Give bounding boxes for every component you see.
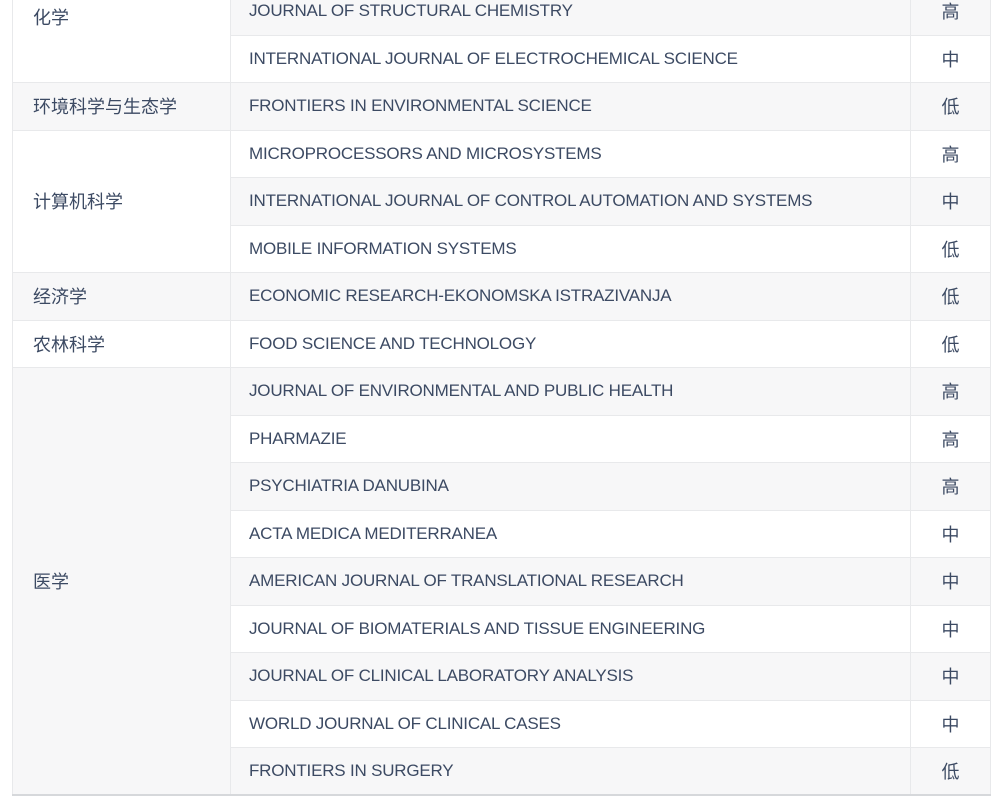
table-row: JOURNAL OF BIOMATERIALS AND TISSUE ENGIN… [13,604,991,653]
risk-level-cell: 低 [910,747,991,796]
risk-level-cell: 低 [910,82,991,131]
category-cell: 化学 [12,0,231,83]
risk-level-cell: 高 [910,462,991,511]
journal-name-cell: AMERICAN JOURNAL OF TRANSLATIONAL RESEAR… [230,557,911,606]
journal-name-cell: INTERNATIONAL JOURNAL OF ELECTROCHEMICAL… [230,34,911,83]
journal-name-cell: JOURNAL OF BIOMATERIALS AND TISSUE ENGIN… [230,604,911,653]
table-row: ACTA MEDICA MEDITERRANEA 中 [13,509,991,558]
risk-level-cell: 中 [910,652,991,701]
table-row: PSYCHIATRIA DANUBINA 高 [13,462,991,511]
risk-level-cell: 低 [910,224,991,273]
category-label: 化学 [33,8,69,28]
journal-name-cell: FRONTIERS IN SURGERY [230,747,911,796]
journal-risk-table-body: 化学 JOURNAL OF STRUCTURAL CHEMISTRY 高 INTERN… [12,0,991,796]
risk-level-cell: 中 [910,699,991,748]
table-row: MOBILE INFORMATION SYSTEMS 低 [13,224,991,273]
journal-name-cell: MOBILE INFORMATION SYSTEMS [230,224,911,273]
table-row: AMERICAN JOURNAL OF TRANSLATIONAL RESEAR… [13,557,991,606]
journal-name-cell: MICROPROCESSORS AND MICROSYSTEMS [230,129,911,178]
table-row: 经济学 ECONOMIC RESEARCH-EKONOMSKA ISTRAZIVA… [12,272,991,321]
table-row: WORLD JOURNAL OF CLINICAL CASES 中 [13,699,991,748]
table-row: 计算机科学 MICROPROCESSORS AND MICROSYSTEMS 高 [12,129,991,273]
category-cell: 医学 [12,367,231,796]
journal-name-cell: ECONOMIC RESEARCH-EKONOMSKA ISTRAZIVANJA [230,272,911,321]
risk-level-cell: 高 [910,414,991,463]
risk-level-cell: 中 [910,34,991,83]
risk-level-cell: 高 [910,0,991,36]
risk-level-cell: 中 [910,509,991,558]
journal-name-cell: PHARMAZIE [230,414,911,463]
table-row: 医学 JOURNAL OF ENVIRONMENTAL AND PUBLIC HE… [12,367,991,796]
category-cell: 经济学 [12,272,231,321]
journal-name-cell: PSYCHIATRIA DANUBINA [230,462,911,511]
table-row: FRONTIERS IN SURGERY 低 [13,747,991,796]
risk-level-cell: 中 [910,177,991,226]
category-cell: 环境科学与生态学 [12,82,231,131]
table-row: PHARMAZIE 高 [13,414,991,463]
journal-name-cell: WORLD JOURNAL OF CLINICAL CASES [230,699,911,748]
journal-risk-table: 化学 JOURNAL OF STRUCTURAL CHEMISTRY 高 INTERN… [12,0,991,796]
table-row: 环境科学与生态学 FRONTIERS IN ENVIRONMENTAL SCIEN… [12,82,991,131]
risk-level-cell: 高 [910,129,991,178]
table-row: JOURNAL OF CLINICAL LABORATORY ANALYSIS 中 [13,652,991,701]
table-row: 化学 JOURNAL OF STRUCTURAL CHEMISTRY 高 [12,0,991,83]
risk-level-cell: 低 [910,272,991,321]
category-cell: 计算机科学 [12,129,231,273]
risk-level-cell: 中 [910,557,991,606]
journal-name-cell: JOURNAL OF CLINICAL LABORATORY ANALYSIS [230,652,911,701]
journal-name-cell: JOURNAL OF STRUCTURAL CHEMISTRY [230,0,911,36]
table-row: INTERNATIONAL JOURNAL OF CONTROL AUTOMAT… [13,177,991,226]
category-label: 经济学 [33,287,87,308]
journal-name-cell: ACTA MEDICA MEDITERRANEA [230,509,911,558]
table-row: 农林科学 FOOD SCIENCE AND TECHNOLOGY 低 [12,319,991,368]
journal-name-cell: JOURNAL OF ENVIRONMENTAL AND PUBLIC HEAL… [230,367,911,416]
category-cell: 农林科学 [12,319,231,368]
journal-name-cell: INTERNATIONAL JOURNAL OF CONTROL AUTOMAT… [230,177,911,226]
journal-name-cell: FRONTIERS IN ENVIRONMENTAL SCIENCE [230,82,911,131]
risk-level-cell: 高 [910,367,991,416]
category-label: 计算机科学 [33,192,123,213]
risk-level-cell: 中 [910,604,991,653]
category-label: 医学 [33,572,69,592]
category-label: 环境科学与生态学 [33,97,177,118]
table-row: INTERNATIONAL JOURNAL OF ELECTROCHEMICAL… [13,34,991,83]
category-label: 农林科学 [33,334,105,355]
risk-level-cell: 低 [910,319,991,368]
journal-name-cell: FOOD SCIENCE AND TECHNOLOGY [230,319,911,368]
